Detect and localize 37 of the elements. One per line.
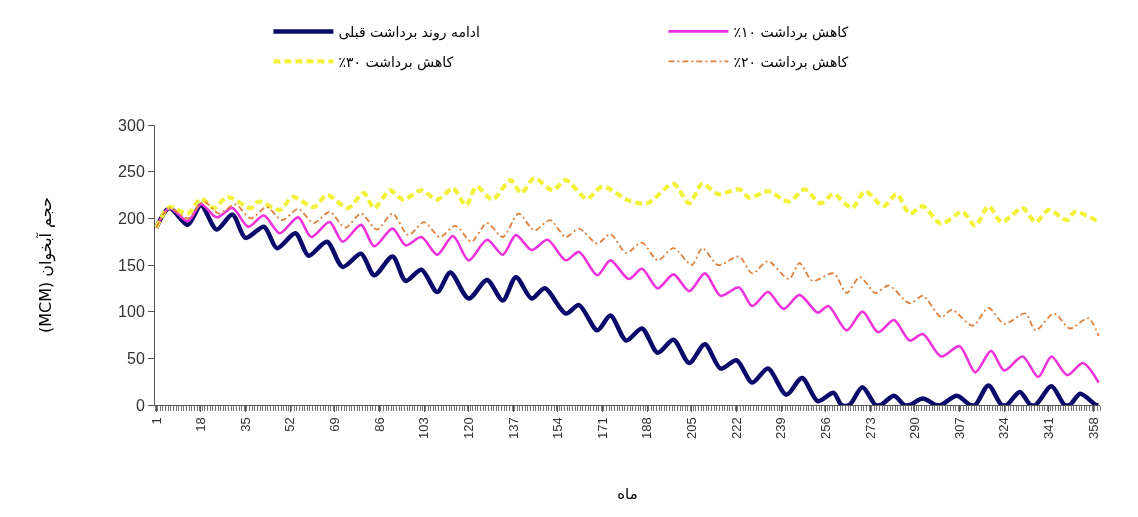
x-tick-label: 1: [148, 417, 164, 425]
x-tick-label: 188: [639, 417, 655, 439]
x-tick-label: 290: [907, 417, 923, 439]
legend-label: ادامه روند برداشت قبلی: [338, 23, 480, 41]
x-tick-label: 256: [817, 417, 833, 439]
x-tick-label: 86: [371, 417, 387, 432]
x-tick-label: 35: [237, 417, 253, 432]
x-tick-label: 154: [550, 417, 566, 439]
x-tick-label: 137: [505, 417, 521, 439]
x-tick-label: 103: [416, 417, 432, 439]
x-tick-label: 307: [951, 417, 967, 439]
y-tick-label: 50: [127, 349, 145, 367]
line-series: [155, 200, 1100, 337]
x-tick-label: 171: [594, 417, 610, 439]
x-axis-title: ماه: [617, 484, 638, 503]
x-tick-label: 273: [862, 417, 878, 439]
x-tick-label: 120: [460, 417, 476, 439]
line-series: [155, 176, 1100, 230]
y-tick-label: 150: [118, 256, 145, 274]
y-tick-label: 100: [118, 303, 145, 321]
x-tick-label: 341: [1041, 417, 1057, 439]
x-tick-label: 222: [728, 417, 744, 439]
x-tick-label: 358: [1085, 417, 1101, 439]
legend-label: کاهش برداشت ۱۰٪: [733, 23, 849, 41]
x-tick-label: 18: [193, 417, 209, 432]
x-tick-label: 69: [327, 417, 343, 432]
x-tick-label: 239: [773, 417, 789, 439]
y-axis-title: حجم آبخوان (MCM): [36, 197, 56, 333]
y-tick-label: 250: [118, 163, 145, 181]
legend-label: کاهش برداشت ۲۰٪: [733, 53, 849, 71]
x-tick-label: 324: [996, 417, 1012, 439]
legend-label: کاهش برداشت ۳۰٪: [338, 53, 454, 71]
y-tick-label: 0: [135, 396, 145, 414]
y-tick-label: 300: [118, 116, 145, 134]
x-tick-label: 52: [282, 417, 298, 432]
y-tick-label: 200: [118, 209, 145, 227]
x-tick-label: 205: [684, 417, 700, 439]
